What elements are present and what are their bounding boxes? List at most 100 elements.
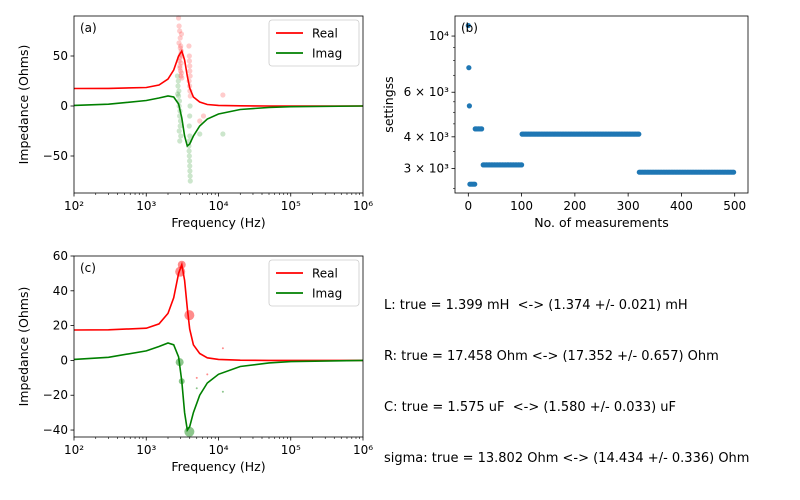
x-axis-label: Frequency (Hz) [171, 215, 265, 230]
x-tick-label: 400 [670, 199, 693, 213]
y-tick-label: 60 [53, 249, 68, 263]
sample-point [178, 133, 184, 139]
y-tick-label: −50 [43, 149, 68, 163]
legend: Real Imag [268, 19, 360, 67]
weighted-sample-point [195, 376, 198, 379]
x-tick-label: 200 [563, 199, 586, 213]
sample-point [178, 31, 185, 37]
measurement-point [472, 181, 478, 187]
sample-point [177, 68, 184, 74]
panel-a: 10² 10³ 10⁴ 10⁵ 10⁶ −50 0 50 Frequency (Hz) Imped… [16, 15, 373, 230]
y-tick-label: −20 [43, 388, 68, 402]
weighted-sample-point [206, 373, 209, 376]
sample-point [178, 43, 184, 49]
sample-point [175, 78, 181, 84]
x-tick-label: 10² [64, 443, 84, 457]
x-tick-label: 10⁶ [353, 443, 373, 457]
x-tick-label: 10⁴ [208, 443, 228, 457]
panel-label: (c) [80, 261, 96, 275]
legend-label-real: Real [312, 267, 338, 281]
sample-point [187, 73, 193, 79]
series-line-imag [73, 95, 364, 148]
sample-point [187, 133, 193, 139]
legend-label-imag: Imag [312, 287, 342, 301]
sample-point [220, 131, 226, 137]
y-tick-label: −40 [43, 423, 68, 437]
legend-frame [268, 259, 360, 307]
x-tick-label: 10⁶ [353, 199, 373, 213]
sample-point [175, 15, 182, 21]
sample-point [186, 43, 192, 49]
x-tick-label: 10⁴ [208, 199, 228, 213]
measurement-point [636, 131, 642, 137]
sample-point [176, 128, 182, 134]
weighted-sample-point [184, 310, 195, 321]
x-tick-label: 10³ [136, 443, 156, 457]
y-tick-label: 40 [53, 284, 68, 298]
sample-point [177, 138, 183, 144]
sample-point [187, 63, 193, 69]
sample-point [175, 93, 182, 99]
legend-frame [268, 19, 360, 67]
x-tick-label: 10² [64, 199, 84, 213]
sample-point [176, 40, 182, 46]
y-tick-label: 0 [60, 353, 68, 367]
series-line-real [73, 261, 363, 362]
legend-label-imag: Imag [312, 47, 342, 61]
sample-point [187, 113, 193, 119]
weighted-sample-point [221, 390, 224, 393]
weighted-sample-point [175, 358, 184, 367]
x-tick-label: 10⁵ [281, 443, 301, 457]
sample-point [186, 58, 193, 64]
sample-point [186, 123, 192, 129]
panel-c: 10² 10³ 10⁴ 10⁵ 10⁶ −40 −20 0 20 40 60 Frequency (H… [16, 249, 373, 474]
sample-point [186, 148, 192, 154]
weighted-sample-point [195, 387, 198, 390]
weighted-sample-point [177, 260, 186, 269]
sample-point [177, 63, 183, 69]
fit-summary: L: true = 1.399 mH <-> (1.374 +/- 0.021)… [384, 263, 749, 484]
sample-point [186, 53, 192, 59]
panel-label: (b) [461, 21, 478, 35]
y-tick-label: 10⁴ [429, 29, 449, 43]
weighted-sample-point [178, 378, 185, 385]
sample-point [177, 28, 183, 34]
summary-line-sigma: sigma: true = 13.802 Ohm <-> (14.434 +/-… [384, 451, 750, 466]
sample-point [187, 163, 193, 169]
sample-point [175, 91, 181, 97]
sample-point [174, 73, 181, 79]
sample-point [187, 173, 193, 179]
panel-b: 0 100 200 300 400 500 3 × 10³ 4 × 10³ 6 × 10³ 10⁴… [381, 15, 749, 230]
weighted-sample-point [175, 266, 186, 277]
summary-line-l: L: true = 1.399 mH <-> (1.374 +/- 0.021)… [384, 298, 688, 313]
sample-point [187, 68, 193, 74]
legend-label-real: Real [312, 27, 338, 41]
sample-point [178, 60, 184, 66]
legend: Real Imag [268, 259, 360, 307]
measurement-point [465, 22, 471, 29]
y-axis-label: Impedance (Ohms) [16, 287, 31, 407]
sample-point [179, 75, 185, 81]
sample-point [176, 23, 182, 29]
sample-point [178, 73, 184, 79]
sample-point [177, 123, 183, 129]
sample-point [177, 65, 183, 71]
sample-point [200, 113, 207, 119]
series-line-imag [73, 342, 364, 433]
x-axis-label: No. of measurements [534, 215, 668, 230]
summary-line-r: R: true = 17.458 Ohm <-> (17.352 +/- 0.6… [384, 349, 719, 364]
sample-point [186, 158, 193, 164]
sample-point [197, 118, 203, 124]
x-tick-label: 500 [723, 199, 746, 213]
sample-point [186, 153, 192, 159]
y-tick-label: 0 [60, 99, 68, 113]
sample-point [178, 70, 185, 76]
y-tick-label: 50 [53, 49, 68, 63]
y-axis-label: Impedance (Ohms) [16, 45, 31, 165]
y-tick-label: 4 × 10³ [404, 130, 450, 144]
x-axis-label: Frequency (Hz) [171, 459, 265, 474]
y-axis-label: settingss [381, 76, 396, 132]
sample-point [177, 35, 183, 41]
x-tick-label: 100 [510, 199, 533, 213]
